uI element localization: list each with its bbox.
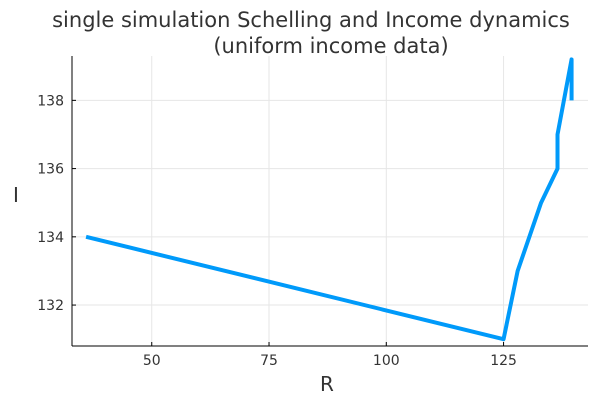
y-tick-label: 134 [37,230,64,246]
y-tick-label: 138 [37,93,64,109]
x-axis-label: R [320,372,334,396]
grid [72,56,588,346]
x-tick-label: 75 [260,353,278,369]
y-axis-label: I [13,183,19,207]
series-layer [85,57,574,342]
y-tick-label: 132 [37,298,64,314]
axes [71,56,588,347]
x-tick-label: 125 [490,353,517,369]
chart-title-line-2: (uniform income data) [213,34,448,58]
chart-title-line-1: single simulation Schelling and Income d… [52,8,570,32]
x-tick-label: 50 [143,353,161,369]
x-tick-label: 100 [373,353,400,369]
ticks: 50 75 100 125 132 134 136 138 [37,93,517,369]
y-tick-label: 136 [37,162,64,178]
series-line-1 [85,57,574,342]
